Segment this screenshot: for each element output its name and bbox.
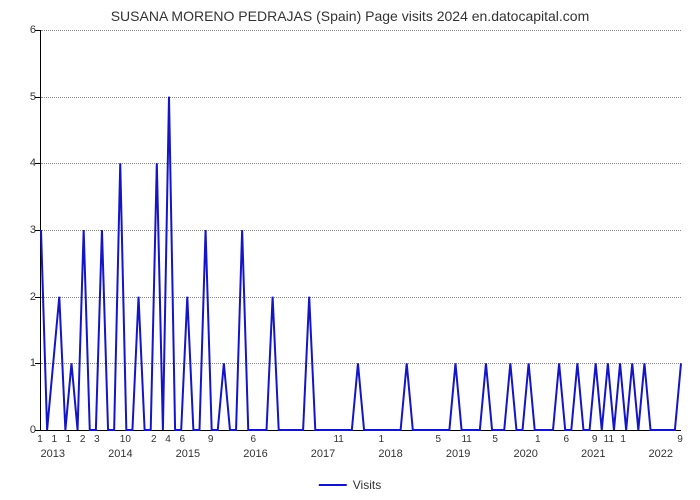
x-year-label: 2013 [41,448,65,460]
x-year-label: 2017 [311,448,335,460]
x-minor-label: 11 [604,434,614,445]
legend-swatch [319,484,347,486]
x-minor-label: 11 [461,434,471,445]
x-year-label: 2022 [649,448,673,460]
y-tick-label: 0 [18,424,36,436]
x-minor-label: 10 [120,434,131,445]
visits-path [41,97,681,430]
y-tick-label: 5 [18,91,36,103]
chart-title: SUSANA MORENO PEDRAJAS (Spain) Page visi… [0,8,700,24]
visits-line [41,30,681,430]
y-tick-label: 4 [18,157,36,169]
x-year-label: 2015 [176,448,200,460]
x-minor-label: 5 [492,434,498,445]
x-minor-label: 9 [677,434,683,445]
x-minor-label: 9 [592,434,598,445]
x-minor-label: 2 [151,434,157,445]
x-minor-label: 6 [179,434,185,445]
x-minor-label: 1 [620,434,626,445]
legend-label: Visits [353,478,381,492]
x-year-label: 2021 [581,448,605,460]
x-year-label: 2019 [446,448,470,460]
x-minor-label: 1 [535,434,541,445]
x-minor-label: 6 [563,434,569,445]
plot-area [40,30,681,431]
y-tick-label: 1 [18,357,36,369]
x-year-label: 2018 [378,448,402,460]
x-minor-label: 2 [80,434,86,445]
x-year-label: 2014 [108,448,132,460]
x-minor-label: 4 [165,434,171,445]
y-tick-label: 6 [18,24,36,36]
x-year-label: 2016 [243,448,267,460]
x-minor-label: 6 [251,434,257,445]
x-minor-label: 1 [379,434,385,445]
y-tick-label: 3 [18,224,36,236]
y-tick-label: 2 [18,291,36,303]
x-minor-label: 1 [51,434,57,445]
x-minor-label: 5 [435,434,441,445]
x-minor-label: 9 [208,434,214,445]
legend: Visits [319,478,381,492]
x-minor-label: 1 [66,434,72,445]
x-year-label: 2020 [513,448,537,460]
x-minor-label: 3 [94,434,100,445]
x-minor-label: 11 [333,434,343,445]
x-minor-label: 1 [37,434,43,445]
chart-container: SUSANA MORENO PEDRAJAS (Spain) Page visi… [0,0,700,500]
